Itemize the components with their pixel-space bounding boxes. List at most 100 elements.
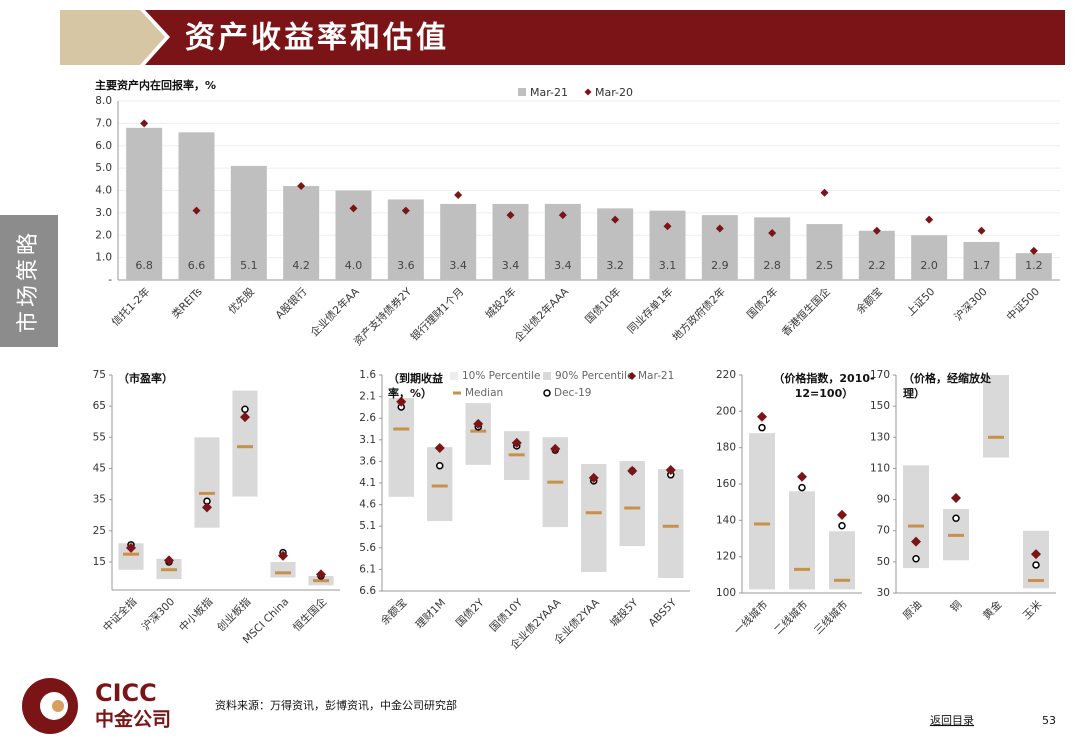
marker [611,215,620,224]
legend-label: Mar-21 [530,86,568,99]
x-tick-label: 国债2Y [453,596,487,630]
x-tick-label: 理财1M [413,596,448,631]
marker [164,555,174,566]
x-tick-label: 中证500 [1004,285,1042,323]
y-tick-label: 5.1 [359,520,376,532]
bar [178,132,215,280]
marker [511,437,522,448]
bar [440,203,477,280]
range-box [983,375,1009,458]
marker [663,222,672,231]
marker [192,206,201,215]
legend-swatch [543,372,551,380]
range-box [749,433,775,590]
x-tick-label: 优先股 [226,285,258,317]
y-tick-label: 110 [870,462,890,474]
bar [754,217,791,280]
x-tick-label: 中小板指 [176,595,215,634]
y-tick-label: 130 [870,431,890,443]
x-tick-label: 银行理财1个月 [408,285,466,343]
section-tab [0,215,58,347]
bar [806,224,843,280]
bar [963,241,1000,280]
marker [506,211,515,220]
x-tick-label: 城投2年 [483,285,519,321]
bar-value-label: 2.5 [816,259,834,272]
x-tick-label: ABS5Y [646,596,679,629]
y-tick-label: 3.0 [95,207,112,219]
bar-value-label: 3.1 [659,259,677,272]
y-tick-label: 2.6 [359,412,376,424]
page-title: 资产收益率和估值 [185,21,449,56]
bar-value-label: 3.4 [449,259,467,272]
marker [912,554,920,563]
legend-swatch [584,88,592,96]
bar [283,186,320,280]
toc-link[interactable]: 返回目录 [930,714,974,727]
x-tick-label: 一线城市 [731,598,770,637]
y-tick-label: 5.0 [95,162,112,174]
marker [436,461,444,470]
y-tick-label: 25 [93,525,106,537]
marker [396,396,407,407]
bar [649,210,686,280]
y-tick-label: 1.6 [359,369,376,381]
marker [241,405,249,414]
marker [401,206,410,215]
y-tick-label: 3.6 [359,455,376,467]
marker [797,471,807,482]
y-tick-label: 70 [877,525,890,537]
logo-en: CICC [95,679,157,707]
y-tick-label: 15 [93,556,106,568]
bar [911,235,948,280]
x-tick-label: 中证全指 [100,595,139,634]
bar-value-label: 4.0 [345,259,363,272]
section-label: 市场策略 [16,229,41,333]
y-tick-label: 8.0 [95,95,112,107]
marker [202,502,212,513]
bar-value-label: 2.9 [711,259,729,272]
bar-value-label: 5.1 [240,259,258,272]
x-tick-label: 信托1-2年 [109,285,153,329]
y-tick-label: - [108,274,112,286]
legend-label: Dec-19 [554,387,591,399]
legend-label: Mar-20 [595,86,633,99]
bar [858,230,895,280]
marker [316,569,326,580]
chart-title: 主要资产内在回报率，% [95,79,217,92]
y-tick-label: 4.0 [95,185,112,197]
range-box [388,397,414,497]
marker [838,522,846,530]
x-tick-label: 沪深300 [139,595,177,633]
x-tick-label: 创业板指 [214,595,253,634]
x-tick-label: 城投5Y [607,596,641,630]
legend-swatch [628,372,636,380]
marker [126,542,136,553]
marker [798,483,806,492]
bar-value-label: 6.8 [135,259,153,272]
bar-value-label: 3.4 [554,259,572,272]
x-tick-label: 玉米 [1020,598,1044,622]
marker [454,190,463,199]
y-tick-label: 160 [716,478,736,490]
y-tick-label: 140 [716,514,736,526]
range-box [465,403,491,465]
y-tick-label: 6.1 [359,563,376,575]
bar-value-label: 6.6 [188,259,206,272]
page-number: 53 [1042,714,1056,727]
bar-value-label: 1.7 [973,259,991,272]
range-box [194,437,220,528]
y-tick-label: 4.6 [359,499,376,511]
x-tick-label: 原油 [900,598,924,622]
logo-mark [52,700,64,712]
bar-value-label: 4.2 [292,259,310,272]
y-tick-label: 4.1 [359,477,376,489]
y-tick-label: 90 [877,494,890,506]
legend-label: Median [465,387,503,399]
marker [837,509,847,520]
chart-title: （价格，经缩放处理） [903,372,991,400]
bar-value-label: 3.4 [502,259,520,272]
marker [349,204,358,213]
